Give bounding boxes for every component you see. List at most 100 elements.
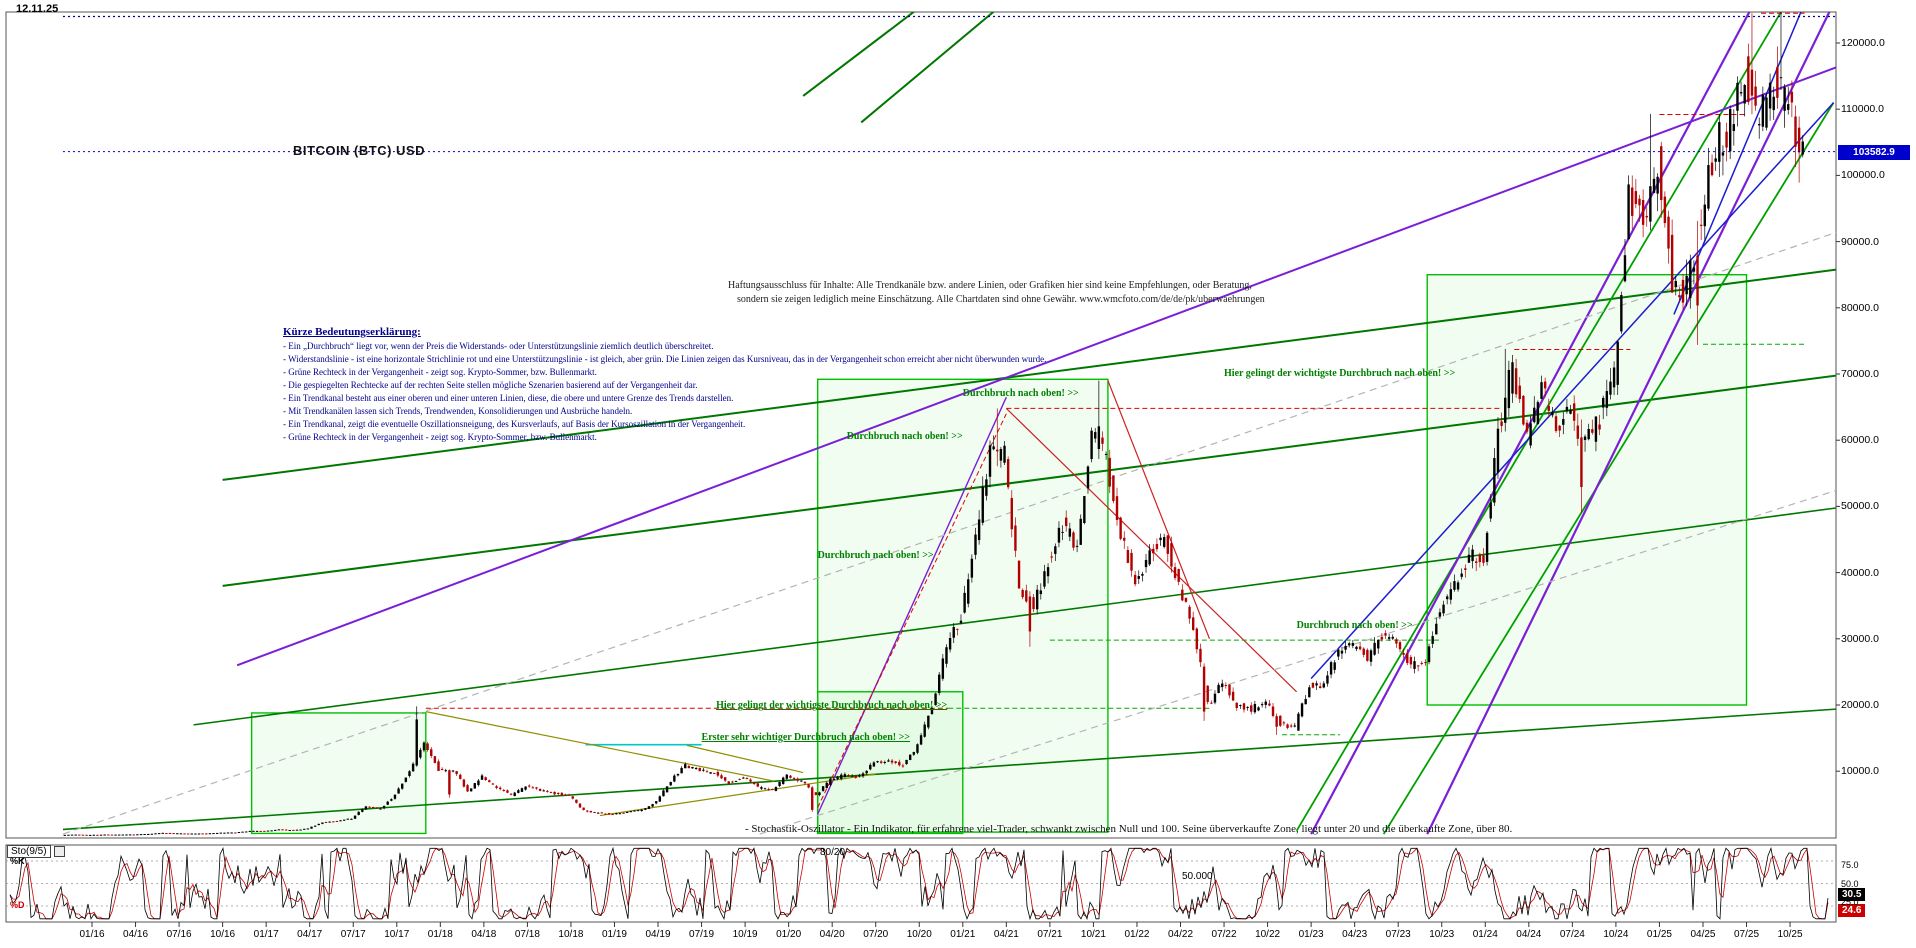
- explanation-line: - Die gespiegelten Rechtecke auf der rec…: [283, 380, 698, 390]
- x-axis-label: 10/18: [558, 929, 584, 940]
- x-axis-label: 07/19: [689, 929, 715, 940]
- overlay-trendline: [1426, 12, 1831, 835]
- x-axis-label: 07/23: [1385, 929, 1411, 940]
- x-axis-label: 10/17: [384, 929, 410, 940]
- x-axis-label: 07/20: [863, 929, 889, 940]
- x-axis-label: 04/21: [993, 929, 1019, 940]
- x-axis-label: 07/18: [514, 929, 540, 940]
- plot-layer: [62, 12, 1836, 836]
- overlay-trendline: [425, 711, 775, 782]
- breakout-annotation: Durchbruch nach oben! >>: [846, 430, 963, 442]
- x-axis-label: 01/25: [1646, 929, 1672, 940]
- stochastic-label: Sto(9/5): [7, 845, 51, 858]
- overlay-trendline: [1107, 380, 1211, 640]
- x-axis-label: 01/19: [601, 929, 627, 940]
- breakout-annotation: Hier gelingt der wichtigste Durchbruch n…: [1224, 368, 1456, 379]
- bull-market-rect: [250, 712, 427, 835]
- x-axis-label: 04/23: [1342, 929, 1368, 940]
- bull-market-rect: [816, 691, 964, 835]
- explanation-block: Kürze Bedeutungserklärung: - Ein „Durchb…: [283, 326, 1046, 444]
- date-stamp: 12.11.25: [16, 3, 59, 15]
- x-axis-label: 10/20: [906, 929, 932, 940]
- disclaimer-line-1: Haftungsausschluss für Inhalte: Alle Tre…: [728, 280, 1252, 291]
- x-axis-label: 07/21: [1037, 929, 1063, 940]
- price-axis-label: 30000.0: [1841, 632, 1879, 645]
- x-axis-label: 04/22: [1167, 929, 1194, 940]
- oscillator-scale-label: 25.0: [1841, 897, 1859, 908]
- percent-k-value-badge: 30.5: [1838, 888, 1866, 901]
- explanation-line: - Grüne Rechteck in der Vergangenheit - …: [283, 432, 597, 442]
- oscillator-zone-label: 80/20: [820, 847, 846, 858]
- explanation-line: - Mit Trendkanälen lassen sich Trends, T…: [283, 406, 633, 416]
- x-axis-label: 10/16: [210, 929, 236, 940]
- overlay-trendline: [802, 12, 916, 97]
- x-axis-label: 07/17: [340, 929, 366, 940]
- disclaimer-line-2: sondern sie zeigen lediglich meine Einsc…: [737, 294, 1265, 305]
- x-axis-label: 07/24: [1559, 929, 1585, 940]
- bull-market-rect: [1426, 274, 1748, 706]
- oscillator-scale-label: 50.0: [1841, 878, 1859, 889]
- price-axis-label: 80000.0: [1841, 301, 1879, 314]
- overlay-trendline: [62, 231, 1836, 835]
- stochastic-k-line: [9, 846, 1829, 921]
- breakout-annotation: Durchbruch nach oben! >>: [962, 387, 1079, 399]
- explanation-line: - Ein Trendkanal, zeigt die eventuelle O…: [283, 419, 746, 429]
- x-axis-label: 07/16: [166, 929, 192, 940]
- percent-d-label: %D: [10, 900, 25, 910]
- overlay-trendline: [759, 489, 1836, 835]
- price-axis-label: 20000.0: [1841, 699, 1879, 711]
- explanation-lines: - Ein „Durchbruch“ liegt vor, wenn der P…: [283, 340, 1046, 444]
- explanation-line: - Grüne Rechteck in der Vergangenheit - …: [283, 367, 597, 377]
- oscillator-level-label: 50.000: [1182, 871, 1213, 882]
- breakout-annotation: Hier gelingt der wichtigste Durchbruch n…: [716, 700, 948, 712]
- current-price-badge: 103582.9: [1838, 145, 1910, 160]
- explanation-line: - Ein „Durchbruch“ liegt vor, wenn der P…: [283, 341, 714, 351]
- overlay-trendline: [1673, 12, 1802, 315]
- x-axis-label: 04/19: [645, 929, 671, 940]
- explanation-heading: Kürze Bedeutungserklärung:: [283, 326, 421, 338]
- price-axis-label: 90000.0: [1841, 235, 1879, 248]
- overlay-trendline: [222, 374, 1836, 587]
- overlay-trendline: [1005, 407, 1298, 693]
- overlay-trendline: [1310, 12, 1751, 835]
- candles-layer: [63, 12, 1804, 836]
- x-axis-label: 01/23: [1298, 929, 1324, 940]
- x-axis-label: 10/24: [1603, 929, 1629, 940]
- percent-k-label: %K: [10, 856, 25, 866]
- x-axis-label: 01/24: [1472, 929, 1498, 940]
- overlay-trendline: [222, 268, 1836, 481]
- stochastic-settings-button[interactable]: [53, 846, 65, 857]
- stochastic-indicator-control[interactable]: Sto(9/5): [7, 845, 65, 858]
- overlay-trendline: [686, 744, 804, 774]
- x-axis-label: 04/16: [123, 929, 149, 940]
- x-axis-label: 04/20: [819, 929, 845, 940]
- explanation-line: - Widerstandslinie - ist eine horizontal…: [283, 354, 1047, 364]
- overlay-trendline: [193, 507, 1836, 726]
- overlay-trendline: [817, 396, 1007, 815]
- price-axis-label: 50000.0: [1841, 500, 1879, 513]
- breakout-annotation: Erster sehr wichtiger Durchbruch nach ob…: [701, 732, 910, 744]
- overlay-trendline: [1382, 102, 1835, 835]
- x-axis-label: 04/25: [1690, 929, 1716, 940]
- x-axis-label: 01/18: [427, 929, 453, 940]
- x-axis-label: 10/22: [1255, 929, 1281, 940]
- breakout-annotation: Durchbruch nach oben! >>: [817, 550, 934, 562]
- x-axis-label: 10/19: [732, 929, 758, 940]
- x-axis-label: 07/25: [1734, 929, 1760, 940]
- overlay-trendline: [860, 12, 995, 124]
- x-axis-label: 01/16: [79, 929, 105, 940]
- percent-d-value-badge: 24.6: [1838, 904, 1866, 917]
- overlay-trendline: [1295, 12, 1783, 832]
- price-axis-label: 40000.0: [1841, 566, 1879, 579]
- x-axis-label: 04/18: [471, 929, 497, 940]
- overlay-trendline: [62, 708, 1836, 831]
- overlay-trendline: [236, 66, 1836, 667]
- breakout-annotation: Durchbruch nach oben! >>: [1296, 619, 1413, 631]
- explanation-line: - Ein Trendkanal besteht aus einer obere…: [283, 393, 734, 403]
- x-axis-label: 10/21: [1080, 929, 1106, 940]
- overlay-trendline: [1310, 102, 1835, 680]
- price-axis-label: 120000.0: [1841, 37, 1885, 49]
- plot-border: [5, 11, 1837, 839]
